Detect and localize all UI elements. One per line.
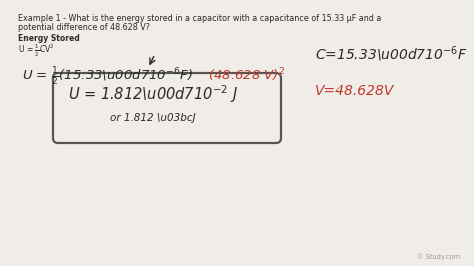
Text: © Study.com: © Study.com [417, 253, 460, 260]
Text: Example 1 - What is the energy stored in a capacitor with a capacitance of 15.33: Example 1 - What is the energy stored in… [18, 14, 382, 23]
Text: (48.628 V)$^{2}$: (48.628 V)$^{2}$ [208, 66, 285, 84]
Text: U = $\frac{1}{2}$(15.33\u00d710$^{-6}$F): U = $\frac{1}{2}$(15.33\u00d710$^{-6}$F) [22, 66, 193, 88]
Text: C=15.33\u00d710$^{-6}$F: C=15.33\u00d710$^{-6}$F [315, 44, 467, 64]
Text: U = 1.812\u00d710$^{-2}$ J: U = 1.812\u00d710$^{-2}$ J [68, 83, 238, 105]
Text: or 1.812 \u03bcJ: or 1.812 \u03bcJ [110, 113, 196, 123]
Text: potential difference of 48.628 V?: potential difference of 48.628 V? [18, 23, 150, 32]
Text: Energy Stored: Energy Stored [18, 34, 80, 43]
Text: U = $\frac{1}{2}$CV$^{2}$: U = $\frac{1}{2}$CV$^{2}$ [18, 43, 55, 59]
Text: V=48.628V: V=48.628V [315, 84, 394, 98]
FancyBboxPatch shape [53, 73, 281, 143]
